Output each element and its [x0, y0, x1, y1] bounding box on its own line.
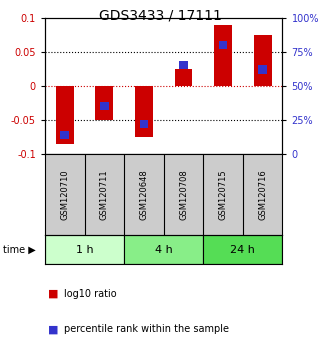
Text: GSM120708: GSM120708	[179, 169, 188, 220]
Bar	[60, 131, 69, 139]
Bar	[179, 61, 188, 69]
Bar	[95, 86, 113, 120]
Bar	[258, 65, 267, 74]
Bar	[56, 86, 74, 144]
Bar	[254, 35, 272, 86]
Text: GSM120648: GSM120648	[139, 169, 148, 220]
Text: GSM120710: GSM120710	[60, 169, 69, 220]
Bar	[124, 235, 203, 264]
Bar	[175, 69, 192, 86]
Text: GSM120715: GSM120715	[219, 169, 228, 220]
Bar	[45, 235, 124, 264]
Text: percentile rank within the sample: percentile rank within the sample	[64, 324, 229, 334]
Text: 1 h: 1 h	[76, 245, 93, 255]
Text: time ▶: time ▶	[3, 245, 36, 255]
Bar	[140, 120, 148, 128]
Text: log10 ratio: log10 ratio	[64, 289, 117, 299]
Bar	[214, 24, 232, 86]
Text: GDS3433 / 17111: GDS3433 / 17111	[99, 9, 222, 23]
Text: 4 h: 4 h	[155, 245, 173, 255]
Text: ■: ■	[48, 289, 59, 299]
Bar	[100, 102, 109, 110]
Text: ■: ■	[48, 324, 59, 334]
Bar	[219, 41, 228, 49]
Bar	[203, 235, 282, 264]
Text: GSM120711: GSM120711	[100, 169, 109, 220]
Text: GSM120716: GSM120716	[258, 169, 267, 220]
Text: 24 h: 24 h	[230, 245, 255, 255]
Bar	[135, 86, 153, 137]
